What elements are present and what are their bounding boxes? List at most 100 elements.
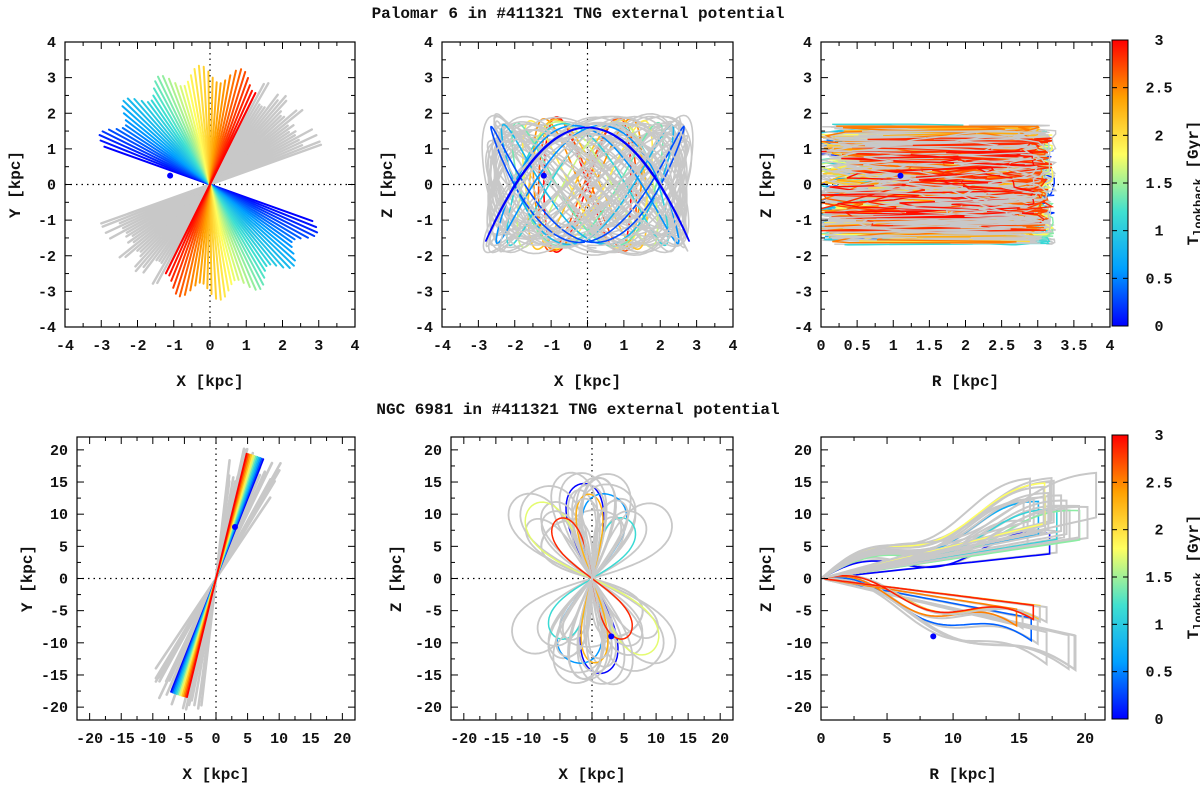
y-tick-label: -4: [38, 320, 56, 337]
x-tick-label: 2: [656, 338, 665, 355]
x-axis-label: X [kpc]: [554, 373, 621, 391]
y-tick-label: -3: [794, 284, 812, 301]
x-tick-label: 5: [883, 731, 892, 748]
current-position-marker: [608, 633, 615, 640]
x-tick-label: 0: [816, 338, 825, 355]
panel-pal6_xy: -4 -3 -2 -1 0 1 2 3 4 -4 -3 -2 -1 0 1 2 3 4 X [kpc] Y [kpc]: [7, 35, 360, 391]
past-orbit-loop: [489, 123, 686, 246]
x-axis-label: R [kpc]: [932, 373, 999, 391]
y-tick-label: -15: [415, 668, 442, 685]
y-axis-label: Z [kpc]: [758, 151, 776, 218]
panel-ngc6981_rz: 0 5 10 15 20 -20 -15 -10 -5 0 5 10 15 20 R [kpc] Z [kpc…: [758, 436, 1106, 784]
past-orbit-loop: [821, 499, 1068, 580]
y-tick-label: 1: [424, 142, 433, 159]
y-tick-label: -20: [41, 700, 68, 717]
colorbar-tick-label: 0.5: [1145, 665, 1172, 682]
y-tick-label: -3: [415, 284, 433, 301]
y-tick-label: -1: [794, 213, 812, 230]
y-tick-label: 3: [424, 71, 433, 88]
x-tick-label: -1: [542, 338, 560, 355]
colorbar-tick-label: 1.5: [1145, 570, 1172, 587]
x-tick-label: 2.5: [988, 338, 1015, 355]
x-tick-label: -10: [139, 731, 166, 748]
x-tick-label: 3: [1033, 338, 1042, 355]
colorbar-tick-label: 2: [1154, 128, 1163, 145]
panel-pal6_xz: -4 -3 -2 -1 0 1 2 3 4 -4 -3 -2 -1 0 1 2 3 4 X [kpc] Z [kpc]: [379, 35, 738, 391]
plot-area: [154, 447, 282, 711]
orbit-loop: [821, 575, 1018, 628]
x-tick-label: -2: [506, 338, 524, 355]
x-tick-label: -2: [128, 338, 146, 355]
x-tick-label: 1: [242, 338, 251, 355]
y-tick-label: -1: [415, 213, 433, 230]
x-axis-label: X [kpc]: [558, 766, 625, 784]
x-tick-label: 10: [270, 731, 288, 748]
y-tick-label: 20: [794, 443, 812, 460]
x-tick-label: -5: [175, 731, 193, 748]
x-tick-label: 10: [647, 731, 665, 748]
y-tick-label: -2: [38, 249, 56, 266]
y-tick-label: 0: [803, 178, 812, 195]
past-orbit-loop: [821, 577, 1077, 672]
y-tick-label: 15: [50, 475, 68, 492]
x-tick-label: 5: [243, 731, 252, 748]
y-tick-label: -10: [41, 636, 68, 653]
y-tick-label: 2: [424, 106, 433, 123]
orbit-line: [164, 92, 257, 275]
x-tick-label: 0.5: [844, 338, 871, 355]
past-orbit-loop: [487, 128, 688, 241]
current-position-marker: [897, 172, 904, 179]
colorbar-tick-label: 1: [1154, 617, 1163, 634]
y-tick-label: -2: [794, 249, 812, 266]
plot-area: [98, 64, 323, 301]
x-tick-label: -10: [514, 731, 541, 748]
current-position-marker: [540, 172, 547, 179]
colorbar-tick-label: 0.5: [1145, 271, 1172, 288]
x-tick-label: 0: [587, 731, 596, 748]
y-tick-label: -4: [794, 320, 812, 337]
bottom-title: NGC 6981 in #411321 TNG external potenti…: [376, 401, 779, 419]
y-tick-label: 10: [424, 507, 442, 524]
past-orbit-loop: [489, 138, 686, 231]
x-tick-label: 1: [889, 338, 898, 355]
colorbar-tick-label: 2: [1154, 523, 1163, 540]
y-tick-label: -5: [794, 604, 812, 621]
x-tick-label: -15: [482, 731, 509, 748]
y-tick-label: 5: [433, 539, 442, 556]
y-tick-label: 0: [433, 572, 442, 589]
x-tick-label: 20: [333, 731, 351, 748]
x-tick-label: -4: [56, 338, 74, 355]
panel-pal6_rz: 0 0.5 1 1.5 2 2.5 3 3.5 4 -4 -3 -2 -1 0 1 2 3 4 R [kpc] Z […: [758, 35, 1115, 391]
x-tick-label: 4: [350, 338, 359, 355]
colorbar-label-unit: [Gyr]: [1185, 121, 1200, 179]
current-position-marker: [930, 633, 937, 640]
y-tick-label: -4: [415, 320, 433, 337]
x-tick-label: -3: [92, 338, 110, 355]
orbit-loop: [821, 574, 1035, 621]
colorbar-tick-label: 1: [1154, 224, 1163, 241]
x-tick-label: 15: [302, 731, 320, 748]
x-tick-label: -4: [433, 338, 451, 355]
x-tick-label: -20: [76, 731, 103, 748]
y-axis-label: Z [kpc]: [379, 151, 397, 218]
x-tick-label: 20: [711, 731, 729, 748]
x-tick-label: 3.5: [1060, 338, 1087, 355]
y-tick-label: -10: [415, 636, 442, 653]
orbit-line: [186, 452, 248, 698]
x-tick-label: 2: [278, 338, 287, 355]
top-title: Palomar 6 in #411321 TNG external potent…: [372, 5, 785, 23]
panel-ngc6981_xy: -20 -15 -10 -5 0 5 10 15 20-20-15-10-505101520X …: [19, 436, 356, 784]
y-tick-label: 3: [47, 71, 56, 88]
colorbar-label: Tlookback [Gyr]: [1185, 515, 1200, 640]
past-orbit-loop: [568, 477, 616, 680]
colorbars: 0 0.5 1 1.5 2 2.5 3 Tlookback [Gyr] 0 0.5 1 1.5 2 2.5…: [1111, 33, 1200, 729]
y-tick-label: 0: [803, 572, 812, 589]
x-tick-label: 1: [619, 338, 628, 355]
colorbar-tick-label: 1.5: [1145, 176, 1172, 193]
current-position-marker: [231, 524, 238, 531]
plot-area: [821, 123, 1058, 246]
past-orbit-loop: [489, 122, 686, 247]
colorbar-tick-label: 2.5: [1145, 81, 1172, 98]
y-tick-label: 10: [50, 507, 68, 524]
orbit-segment: [821, 150, 1035, 219]
